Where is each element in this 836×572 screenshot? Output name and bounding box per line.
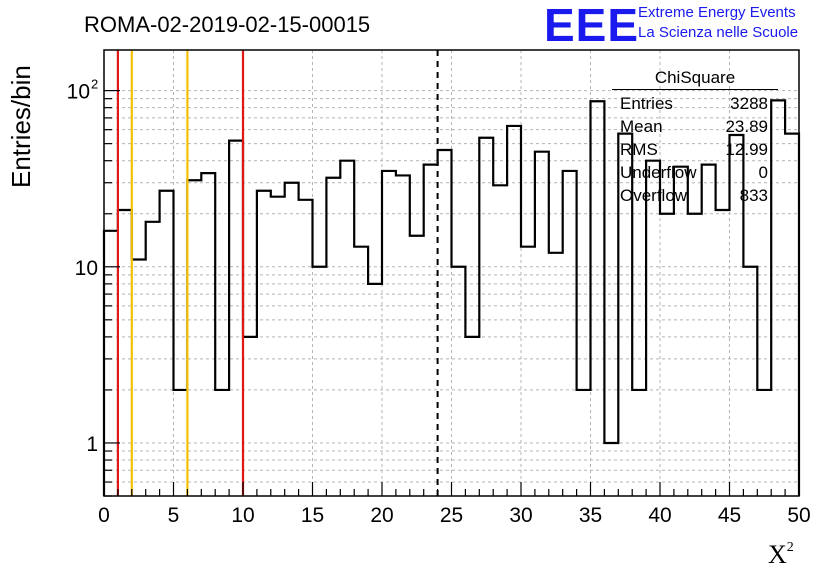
histogram-bin bbox=[591, 101, 605, 496]
histogram-bin bbox=[577, 390, 591, 496]
histogram-bin bbox=[424, 165, 438, 496]
histogram-bin bbox=[632, 390, 646, 496]
histogram-bin bbox=[354, 247, 368, 496]
run-title: ROMA-02-2019-02-15-00015 bbox=[84, 12, 371, 37]
axis-ticks bbox=[103, 90, 800, 497]
histogram-bin bbox=[285, 183, 299, 496]
stats-title: ChiSquare bbox=[612, 68, 778, 90]
histogram-bin bbox=[493, 185, 507, 496]
x-tick-label: 10 bbox=[231, 504, 254, 527]
histogram-bin bbox=[563, 171, 577, 496]
x-tick-label: 5 bbox=[168, 504, 180, 527]
histogram-bin bbox=[716, 210, 730, 496]
histogram-bin bbox=[521, 247, 535, 496]
histogram-bin bbox=[160, 191, 174, 496]
histogram-bin bbox=[549, 253, 563, 496]
histogram-bin bbox=[604, 443, 618, 496]
histogram-bin bbox=[382, 171, 396, 496]
histogram-bin bbox=[313, 267, 327, 496]
y-tick-exponent: 2 bbox=[91, 77, 98, 92]
stats-box: ChiSquare Entries 3288 Mean 23.89 RMS 12.99… bbox=[612, 68, 778, 207]
x-tick-label: 15 bbox=[301, 504, 324, 527]
histogram-bin bbox=[257, 191, 271, 496]
histogram-bin bbox=[438, 150, 452, 496]
histogram-bin bbox=[646, 161, 660, 496]
stats-row-overflow: Overflow 833 bbox=[620, 186, 768, 205]
histogram-bin bbox=[326, 178, 340, 496]
stats-row-rms: RMS 12.99 bbox=[620, 140, 768, 159]
x-tick-label: 50 bbox=[787, 504, 810, 527]
grid-lines bbox=[104, 50, 799, 496]
histogram-bin bbox=[299, 200, 313, 496]
histogram-bin bbox=[229, 141, 243, 496]
histogram-bin bbox=[465, 337, 479, 496]
histogram-bin bbox=[201, 173, 215, 496]
histogram-bin bbox=[118, 210, 132, 496]
threshold-lines bbox=[116, 50, 439, 496]
y-axis-label: Entries/bin bbox=[6, 65, 36, 188]
histogram-bin bbox=[452, 267, 466, 496]
x-tick-label: 45 bbox=[718, 504, 741, 527]
x-tick-label: 25 bbox=[440, 504, 463, 527]
histogram-bin bbox=[688, 214, 702, 496]
histogram-bin bbox=[785, 134, 799, 496]
y-tick-label: 10 bbox=[75, 257, 98, 280]
stats-row-mean: Mean 23.89 bbox=[620, 117, 768, 136]
histogram-bin bbox=[660, 214, 674, 496]
histogram-bin bbox=[396, 175, 410, 496]
x-tick-label: 40 bbox=[648, 504, 671, 527]
stats-row-entries: Entries 3288 bbox=[620, 94, 768, 113]
histogram-bin bbox=[368, 284, 382, 496]
x-axis-label: X2 bbox=[768, 540, 794, 569]
histogram bbox=[102, 99, 801, 496]
histogram-bin bbox=[535, 152, 549, 496]
histogram-bin bbox=[757, 390, 771, 496]
histogram-bin bbox=[507, 126, 521, 496]
logo-line-2: La Scienza nelle Scuole bbox=[638, 24, 799, 41]
histogram-bin bbox=[271, 197, 285, 496]
histogram-bin bbox=[132, 259, 146, 496]
x-tick-label: 0 bbox=[98, 504, 110, 527]
histogram-bin bbox=[187, 180, 201, 496]
logo-line-1: Extreme Energy Events bbox=[638, 4, 796, 21]
histogram-bin bbox=[743, 267, 757, 496]
histogram-outline bbox=[102, 99, 801, 496]
stats-row-underflow: Underflow 0 bbox=[620, 163, 768, 182]
histogram-bin bbox=[702, 165, 716, 496]
histogram-bin bbox=[674, 167, 688, 496]
histogram-bin bbox=[146, 222, 160, 496]
x-tick-label: 35 bbox=[579, 504, 602, 527]
histogram-bin bbox=[243, 337, 257, 496]
histogram-bin bbox=[174, 390, 188, 496]
x-tick-label: 20 bbox=[370, 504, 393, 527]
histogram-bin bbox=[340, 161, 354, 496]
y-tick-label: 1 bbox=[86, 433, 98, 456]
histogram-bin bbox=[104, 231, 118, 496]
y-tick-label: 10 bbox=[67, 81, 90, 104]
histogram-bin bbox=[479, 138, 493, 496]
histogram-bin bbox=[410, 236, 424, 496]
eee-logo-mark: EEE bbox=[544, 0, 640, 51]
x-tick-label: 30 bbox=[509, 504, 532, 527]
histogram-bin bbox=[215, 390, 229, 496]
